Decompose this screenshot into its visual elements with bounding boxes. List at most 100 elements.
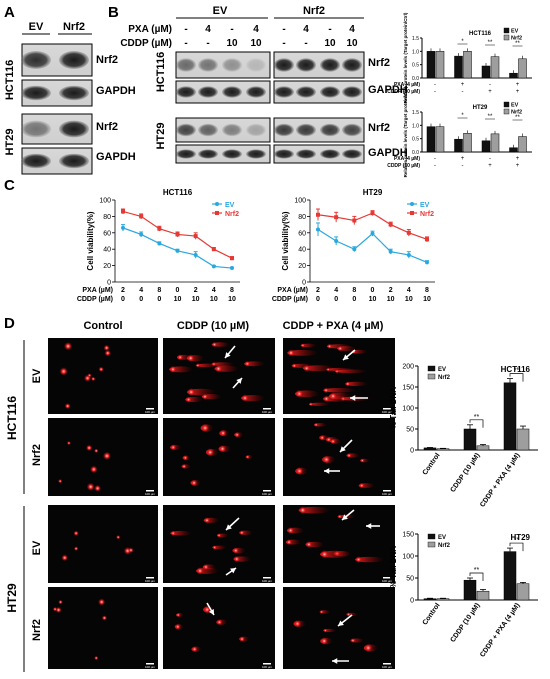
pxa-value: 4 bbox=[139, 287, 143, 294]
comet-head bbox=[90, 376, 96, 382]
pxa-value: - bbox=[434, 82, 436, 88]
blot-band bbox=[274, 149, 294, 159]
group-label-ev: EV bbox=[213, 5, 228, 17]
scale-bar bbox=[263, 577, 271, 579]
comet-head bbox=[191, 646, 198, 653]
pxa-value: 8 bbox=[352, 287, 356, 294]
pxa-value: 8 bbox=[425, 287, 429, 294]
cddp-value: 10 bbox=[250, 38, 262, 49]
significance-label: ** bbox=[514, 537, 520, 544]
band-label-gapdh-a2: GAPDH bbox=[96, 151, 136, 163]
bar bbox=[476, 590, 490, 601]
y-tick-label: 80 bbox=[103, 214, 111, 221]
legend-swatch bbox=[427, 365, 436, 372]
comet-head bbox=[337, 345, 344, 352]
data-point bbox=[175, 232, 180, 237]
pxa-value: 4 bbox=[349, 24, 355, 35]
comet-tail bbox=[291, 363, 314, 368]
pxa-value: - bbox=[489, 156, 491, 162]
bar bbox=[518, 136, 527, 153]
significance-label: ** bbox=[488, 114, 493, 120]
comet-head bbox=[64, 402, 71, 410]
comet-head bbox=[320, 637, 329, 645]
arrow-head bbox=[226, 524, 232, 530]
data-point bbox=[352, 247, 357, 252]
y-tick-label: 0 bbox=[410, 448, 414, 455]
comet-head bbox=[300, 343, 306, 348]
pxa-value: 4 bbox=[212, 287, 216, 294]
blot-band bbox=[274, 58, 294, 72]
bar bbox=[463, 579, 477, 601]
comet-head bbox=[89, 465, 98, 474]
pxa-value: 2 bbox=[316, 287, 320, 294]
cddp-value: + bbox=[516, 89, 520, 95]
legend-label: Nrf2 bbox=[420, 211, 434, 218]
comet-head bbox=[212, 545, 217, 550]
micrograph bbox=[48, 505, 158, 583]
y-axis-label: Cell viability(%) bbox=[86, 211, 95, 270]
y-tick-label: 100 bbox=[402, 554, 414, 561]
comet-head bbox=[203, 517, 211, 524]
comet-head bbox=[355, 556, 362, 563]
scale-bar-label: 100 µm bbox=[382, 665, 393, 669]
legend-label: Nrf2 bbox=[438, 543, 451, 549]
data-point bbox=[352, 218, 357, 223]
arrow-head bbox=[225, 352, 231, 358]
data-point bbox=[370, 211, 375, 216]
data-point bbox=[388, 249, 393, 254]
cddp-value: 0 bbox=[139, 296, 143, 303]
y-tick-label: 60 bbox=[298, 230, 306, 237]
x-tick-label: Control bbox=[422, 602, 442, 626]
comet-head bbox=[239, 636, 245, 642]
y-tick-label: 200 bbox=[402, 364, 414, 371]
arrow-head bbox=[343, 354, 349, 360]
y-tick-label: 1.0 bbox=[412, 49, 419, 55]
comet-head bbox=[97, 598, 106, 606]
comet-head bbox=[73, 546, 79, 551]
data-point bbox=[316, 212, 320, 217]
cddp-row-label: CDDP (10 µM) bbox=[387, 163, 420, 169]
bar bbox=[426, 126, 436, 153]
comet-head bbox=[98, 366, 104, 373]
blot-band bbox=[320, 123, 340, 137]
bar bbox=[509, 147, 518, 153]
blot-band bbox=[222, 149, 242, 159]
cddp-value: 0 bbox=[316, 296, 320, 303]
cddp-value: 10 bbox=[174, 296, 182, 303]
data-point bbox=[139, 232, 144, 237]
cddp-value: 10 bbox=[369, 296, 377, 303]
data-point bbox=[175, 248, 180, 253]
cddp-row-label: CDDP (10 µM) bbox=[387, 89, 420, 95]
data-point bbox=[211, 247, 216, 252]
comet-head bbox=[93, 448, 99, 454]
legend-marker bbox=[410, 202, 414, 206]
data-point bbox=[406, 252, 411, 257]
scale-bar-label: 100 µm bbox=[382, 410, 393, 414]
y-tick-label: 80 bbox=[298, 214, 306, 221]
comet-head bbox=[241, 394, 249, 402]
scale-bar-label: 100 µm bbox=[145, 665, 156, 669]
bar bbox=[518, 58, 527, 79]
arrow-head bbox=[332, 658, 338, 664]
data-point bbox=[139, 214, 144, 219]
y-tick-label: 0.5 bbox=[412, 137, 419, 143]
y-tick-label: 0.0 bbox=[412, 76, 419, 82]
comet-head bbox=[185, 396, 192, 403]
comet-tail bbox=[287, 349, 319, 356]
bar bbox=[463, 133, 472, 153]
comet-head bbox=[57, 478, 63, 484]
comet-head bbox=[345, 381, 351, 387]
comet-head bbox=[86, 482, 95, 492]
comet-head bbox=[202, 563, 209, 571]
pxa-value: + bbox=[516, 82, 520, 88]
data-point bbox=[316, 227, 320, 232]
cddp-value: 10 bbox=[405, 296, 413, 303]
comet-head bbox=[287, 349, 295, 357]
cddp-row-label: CDDP (µM) bbox=[77, 296, 113, 303]
scale-bar bbox=[383, 408, 391, 410]
blot-band bbox=[320, 86, 340, 98]
pxa-row-label-b: PXA (µM) bbox=[128, 24, 172, 35]
legend-swatch bbox=[503, 101, 510, 108]
comet-head bbox=[350, 638, 356, 644]
comet-head bbox=[181, 463, 187, 469]
